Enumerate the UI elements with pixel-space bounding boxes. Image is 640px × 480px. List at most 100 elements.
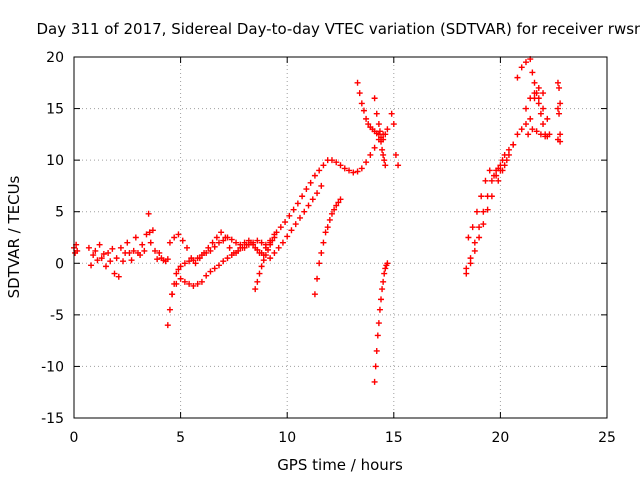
data-point <box>473 208 480 215</box>
data-point <box>98 255 105 262</box>
data-point <box>341 165 348 172</box>
data-point <box>243 241 250 248</box>
data-point <box>286 212 293 219</box>
data-point <box>333 202 340 209</box>
data-point <box>175 231 182 238</box>
series-arc-10h-low <box>267 182 325 262</box>
series-arc-21h-low <box>525 126 553 140</box>
data-point <box>544 115 551 122</box>
data-point <box>288 227 295 234</box>
data-point <box>181 260 188 267</box>
data-point <box>557 100 564 107</box>
data-point <box>390 121 397 128</box>
data-point <box>505 146 512 153</box>
data-point <box>546 131 553 138</box>
data-point <box>540 121 547 128</box>
data-point <box>529 126 536 133</box>
data-point <box>307 179 314 186</box>
data-point <box>247 239 254 246</box>
data-point <box>258 263 265 270</box>
series-arc-8h-dip <box>252 237 276 293</box>
data-point <box>194 280 201 287</box>
data-point <box>510 141 517 148</box>
series-arc-5h-b <box>169 231 278 298</box>
data-point <box>337 162 344 169</box>
data-point <box>211 265 218 272</box>
data-point <box>375 131 382 138</box>
series-arc-18h-c <box>463 193 495 277</box>
y-tick-label: -5 <box>50 308 64 324</box>
data-point <box>373 347 380 354</box>
data-point <box>380 278 387 285</box>
series-arc-11h-steep <box>311 196 344 298</box>
data-point <box>354 168 361 175</box>
data-point <box>531 90 538 97</box>
y-axis-label: SDTVAR / TECUs <box>5 175 23 298</box>
data-point <box>209 239 216 246</box>
data-point <box>258 239 265 246</box>
data-point <box>120 258 127 265</box>
data-point <box>381 157 388 164</box>
data-point <box>533 128 540 135</box>
data-point <box>497 162 504 169</box>
data-point <box>296 214 303 221</box>
data-point <box>188 255 195 262</box>
data-point <box>254 237 261 244</box>
axis-ticks <box>73 56 608 419</box>
data-point <box>518 64 525 71</box>
data-point <box>275 244 282 251</box>
data-point <box>556 84 563 91</box>
data-point <box>175 266 182 273</box>
data-point <box>495 177 502 184</box>
tick-labels: 0 5 10 15 20 25 -15 -10 -5 0 5 10 15 20 <box>41 50 616 446</box>
data-point <box>478 193 485 200</box>
data-point <box>137 252 144 259</box>
data-point <box>166 239 173 246</box>
data-point <box>164 322 171 329</box>
data-point <box>392 151 399 158</box>
data-point <box>463 265 470 272</box>
data-point <box>192 260 199 267</box>
data-point <box>117 244 124 251</box>
data-point <box>328 157 335 164</box>
data-point <box>220 237 227 244</box>
data-point <box>215 239 222 246</box>
data-point <box>267 241 274 248</box>
data-point <box>235 247 242 254</box>
data-point <box>486 167 493 174</box>
data-point <box>179 237 186 244</box>
y-tick-label: 20 <box>46 50 64 66</box>
data-point <box>554 79 561 86</box>
series-arc-early-noisy <box>71 210 171 280</box>
data-point <box>384 126 391 133</box>
series-arc-14h-steep-down <box>371 260 391 385</box>
data-point <box>322 229 329 236</box>
data-point <box>171 234 178 241</box>
data-point <box>467 260 474 267</box>
data-point <box>141 247 148 254</box>
series-arc-14h-up <box>371 95 389 169</box>
data-point <box>256 249 263 256</box>
data-point <box>277 224 284 231</box>
data-point <box>499 167 506 174</box>
data-point <box>467 255 474 262</box>
data-point <box>525 131 532 138</box>
x-tick-label: 5 <box>176 430 185 446</box>
data-point <box>124 239 131 246</box>
chart-title: Day 311 of 2017, Sidereal Day-to-day VTE… <box>36 20 640 38</box>
data-point <box>469 224 476 231</box>
data-point <box>471 247 478 254</box>
data-point <box>166 306 173 313</box>
data-point <box>273 229 280 236</box>
data-point <box>367 151 374 158</box>
data-point <box>354 79 361 86</box>
series-arc-21h-mid <box>522 90 551 122</box>
data-point <box>518 126 525 133</box>
y-tick-label: -10 <box>41 359 64 375</box>
data-point <box>139 241 146 248</box>
data-point <box>384 260 391 267</box>
data-point <box>350 169 357 176</box>
data-point <box>476 224 483 231</box>
series-arc-22h-end <box>554 79 564 145</box>
